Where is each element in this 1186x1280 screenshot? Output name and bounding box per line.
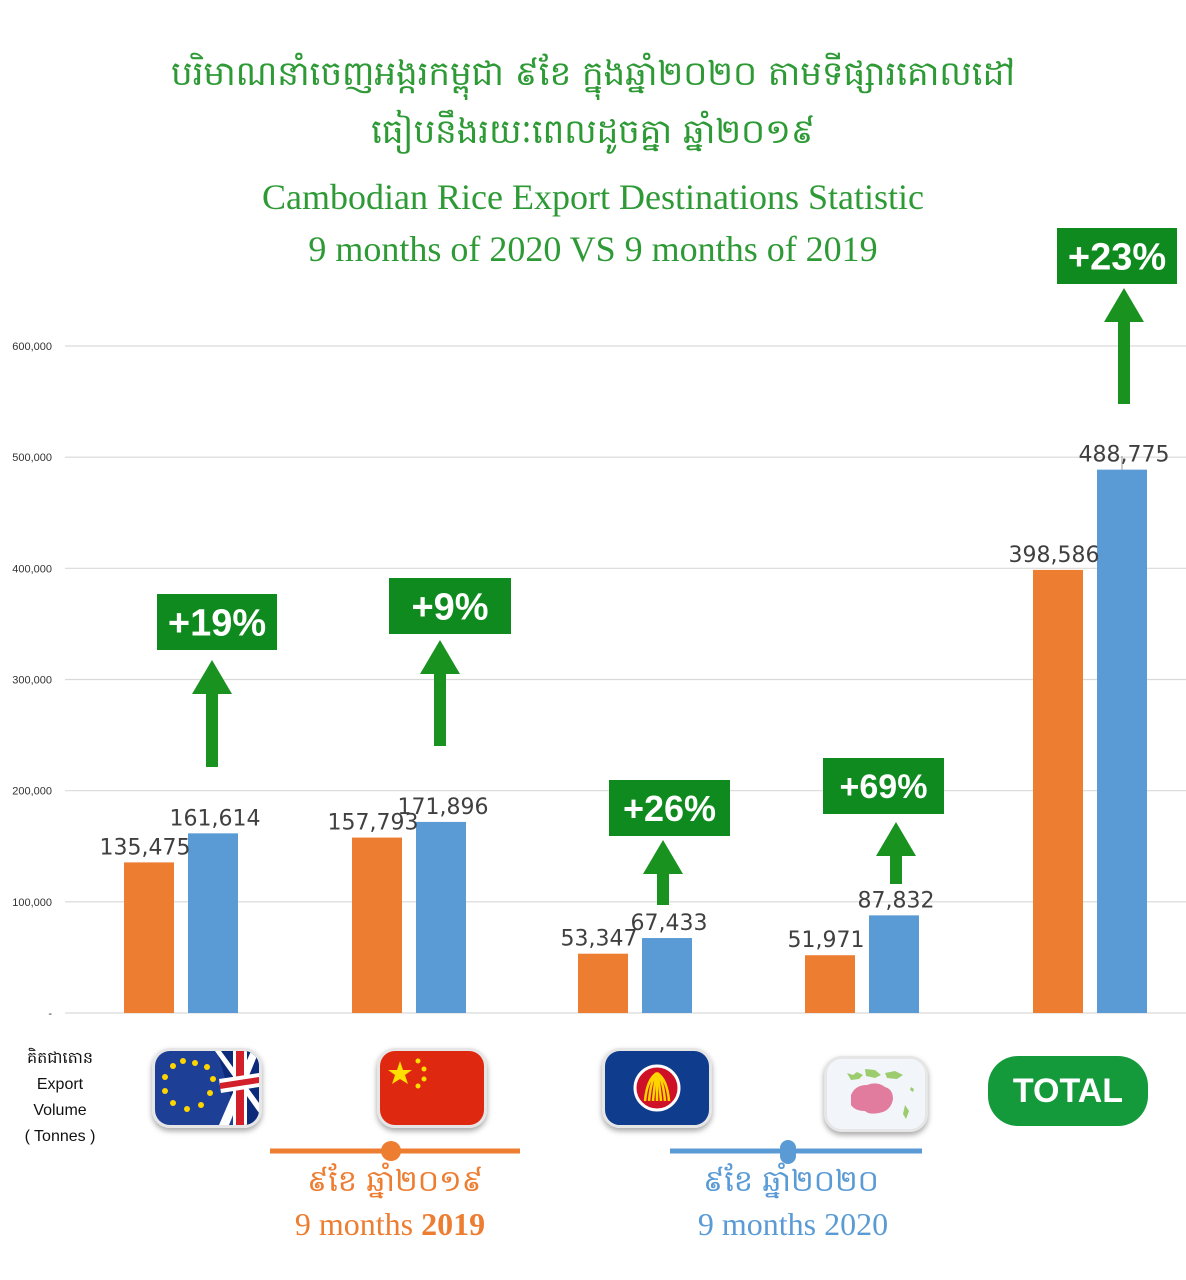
y-axis-label-khmer: គិតជាតោន [26, 1050, 93, 1067]
growth-badge [609, 780, 730, 836]
title-khmer-line2: ធៀបនឹងរយៈពេលដូចគ្នា ឆ្នាំ២០១៩ [371, 112, 815, 152]
growth-label: +9% [411, 587, 488, 629]
legend-2019-prefix: 9 months [294, 1206, 422, 1242]
asean-flag-icon [602, 1048, 712, 1128]
growth-badge [823, 758, 944, 814]
legend-2019-year: 2019 [421, 1206, 486, 1242]
title-english-line2: 9 months of 2020 VS 9 months of 2019 [308, 229, 878, 269]
y-tick-label: 200,000 [12, 786, 52, 798]
data-label-2019: 157,793 [328, 811, 419, 836]
growth-badge [157, 594, 277, 650]
data-label-2019: 51,971 [788, 928, 865, 953]
growth-label: +23% [1068, 237, 1166, 279]
data-label-2019: 53,347 [561, 927, 638, 952]
total-badge: TOTAL [988, 1056, 1148, 1126]
data-label-2019: 398,586 [1009, 543, 1100, 568]
bar-2020 [869, 915, 919, 1013]
bar-2020 [416, 821, 466, 1013]
up-arrow-shaft [890, 854, 902, 884]
bar-2020 [1097, 469, 1147, 1013]
china-flag-icon [377, 1048, 487, 1128]
growth-label: +69% [840, 768, 928, 806]
data-label-2020: 67,433 [631, 911, 708, 936]
data-label-2019: 135,475 [100, 835, 191, 860]
legend-2020-khmer: ៩ខែ ឆ្នាំ២០២០ [703, 1164, 879, 1199]
up-arrow-icon [1104, 288, 1144, 322]
growth-badge [1057, 228, 1177, 284]
growth-label: +26% [623, 788, 716, 829]
title-english-line1: Cambodian Rice Export Destinations Stati… [262, 177, 924, 217]
up-arrow-icon [192, 660, 232, 694]
data-label-2020: 171,896 [398, 795, 489, 820]
title-khmer-line1: បរិមាណនាំចេញអង្ករកម្ពុជា ៩ខែ ក្នុងឆ្នាំ២… [171, 54, 1015, 94]
bar-2019 [124, 862, 174, 1013]
y-axis-label-export: Export [36, 1076, 84, 1093]
bar-2019 [578, 953, 628, 1013]
y-tick-label: 300,000 [12, 675, 52, 687]
up-arrow-shaft [434, 672, 446, 746]
y-tick-label: 400,000 [12, 563, 52, 575]
y-axis-label-unit: ( Tonnes ) [24, 1128, 96, 1145]
bar-2020 [642, 938, 692, 1013]
legend-2019-khmer: ៩ខែ ឆ្នាំ២០១៩ [307, 1164, 483, 1199]
australia-map-icon [824, 1056, 928, 1132]
up-arrow-icon [643, 840, 683, 874]
up-arrow-shaft [206, 692, 218, 767]
y-tick-label: 100,000 [12, 897, 52, 909]
bar-2019 [805, 955, 855, 1013]
up-arrow-shaft [657, 872, 669, 905]
data-label-2020: 87,832 [858, 888, 935, 913]
y-tick-label: - [48, 1008, 52, 1020]
legend-dot-2019 [381, 1141, 401, 1161]
legend-2019-english: 9 months 2019 [240, 1206, 540, 1243]
legend-2020-english: 9 months 2020 [697, 1206, 889, 1242]
bar-2019 [352, 837, 402, 1013]
growth-label: +19% [168, 603, 266, 645]
growth-badge [389, 578, 511, 634]
y-axis-label: គិតជាតោន Export Volume ( Tonnes ) [18, 1046, 102, 1150]
legend-dot-2020 [780, 1140, 796, 1164]
y-axis-label-volume: Volume [33, 1102, 87, 1119]
bar-2020 [188, 833, 238, 1013]
y-tick-label: 600,000 [12, 341, 52, 353]
eu-uk-flag-icon [152, 1048, 262, 1128]
bar-2019 [1033, 569, 1083, 1013]
data-label-2020: 161,614 [170, 806, 261, 831]
up-arrow-icon [420, 640, 460, 674]
y-tick-label: 500,000 [12, 452, 52, 464]
data-label-2020: 488,775 [1079, 443, 1170, 468]
up-arrow-icon [876, 822, 916, 856]
up-arrow-shaft [1118, 320, 1130, 404]
